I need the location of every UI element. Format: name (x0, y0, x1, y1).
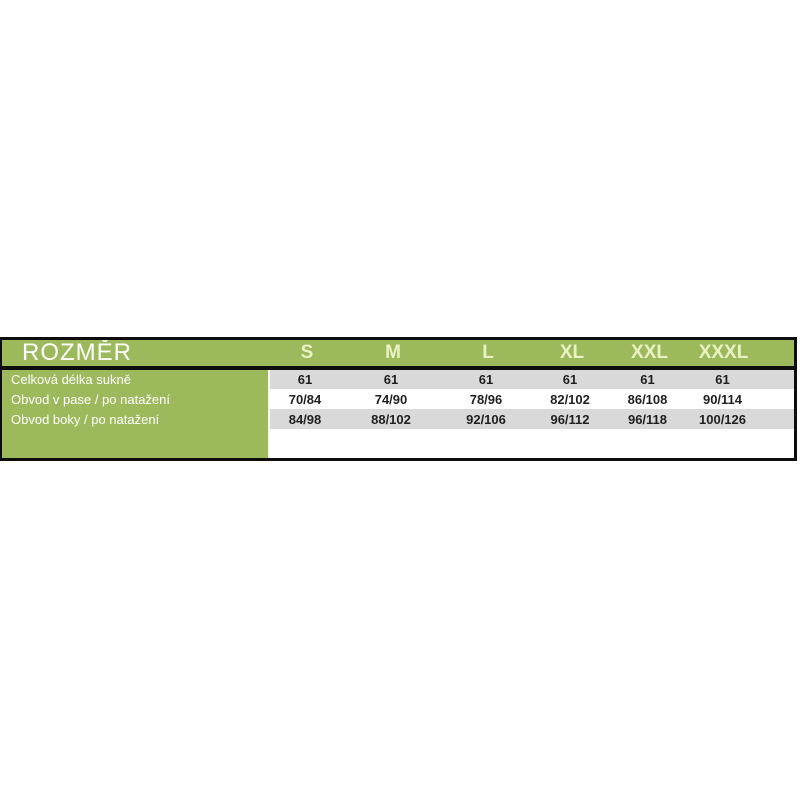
value-cell: 70/84 (288, 391, 322, 407)
table-row-skirt-length: Celková délka sukně 61 61 61 61 61 61 (2, 370, 794, 389)
value-cell: 61 (340, 370, 442, 389)
value-cell: 61 (530, 370, 610, 389)
value-cell: 61 (685, 370, 794, 389)
value-cell: 92/106 (442, 409, 530, 429)
size-header-l: L (482, 342, 494, 363)
row-label: Celková délka sukně (2, 370, 270, 389)
value-cell: 90/114 (702, 391, 743, 407)
table-row-waist: Obvod v pase / po natažení 70/84 74/90 7… (2, 389, 794, 409)
size-header-s: S (300, 342, 314, 363)
value-cell: 78/96 (469, 391, 503, 407)
size-header-xxxl: XXXL (698, 342, 749, 363)
value-cell: 86/108 (627, 391, 668, 407)
value-cell: 88/102 (340, 409, 442, 429)
value-cell: 61 (442, 370, 530, 389)
value-cell: 82/102 (550, 391, 590, 407)
size-header-xxl: XXL (631, 342, 668, 363)
value-cell: 61 (270, 370, 340, 389)
value-cell: 61 (610, 370, 685, 389)
footer-label-spacer (2, 429, 270, 458)
size-header-m: M (385, 342, 401, 363)
table-header-row: ROZMĚR S M L XL XXL XXXL (2, 340, 794, 370)
value-cell: 74/90 (374, 391, 408, 407)
row-label: Obvod boky / po natažení (2, 409, 270, 429)
value-cell: 100/126 (685, 409, 794, 429)
value-cell: 96/118 (610, 409, 685, 429)
table-row-hips: Obvod boky / po natažení 84/98 88/102 92… (2, 409, 794, 429)
size-header-xl: XL (559, 342, 585, 363)
footer-data-spacer (270, 429, 794, 458)
value-cell: 96/112 (530, 409, 610, 429)
table-footer-row (2, 429, 794, 458)
value-cell: 84/98 (270, 409, 340, 429)
size-chart-table: ROZMĚR S M L XL XXL XXXL Celková délka s… (0, 337, 797, 461)
table-title: ROZMĚR (22, 340, 132, 366)
row-label: Obvod v pase / po natažení (2, 389, 270, 409)
